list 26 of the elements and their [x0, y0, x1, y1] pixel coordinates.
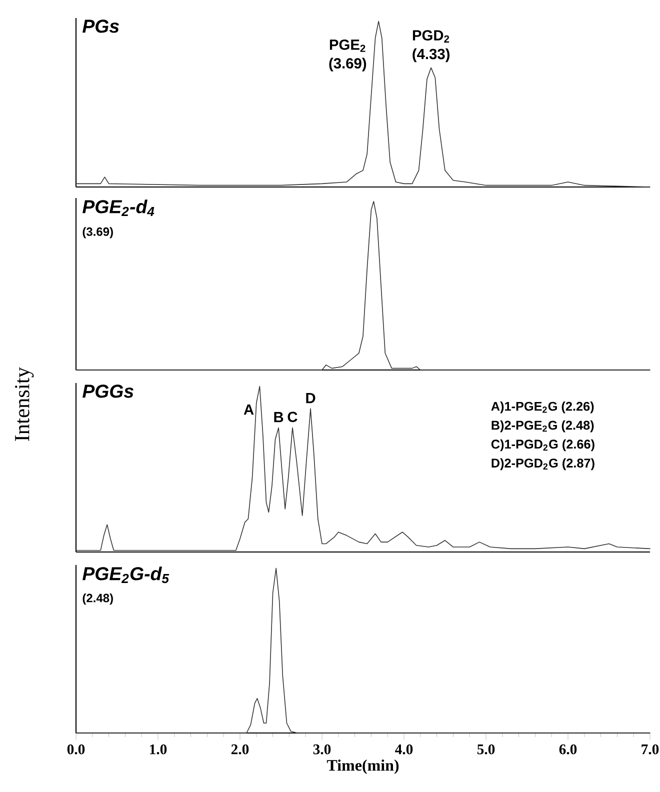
- annotation: C)1-PGD$_{2}$G (2.66): [491, 439, 594, 452]
- x-tick-label: 1.0: [150, 744, 167, 754]
- text: (2.48): [82, 593, 113, 605]
- annotation: D)2-PGD$_{2}$G (2.87): [492, 458, 594, 470]
- x-tick-label: 6.0: [559, 744, 577, 754]
- annotation: PGE$_{2}$ (3.69): [329, 39, 366, 72]
- chart-title: PGE$_{2}$-d$_{4}$: [82, 200, 154, 216]
- annotation: A: [244, 404, 254, 415]
- chart-title: PGE$_{2}$G-d$_{5}$: [82, 566, 170, 584]
- annotation: PGD$_{2}$ (4.33): [412, 30, 450, 62]
- x-tick-label: 3.0: [313, 744, 331, 754]
- x-tick-label: 7.0: [642, 744, 659, 754]
- y-axis-title: Intensity: [14, 367, 34, 441]
- x-tick-label: 0.0: [67, 744, 85, 754]
- annotation: D: [306, 392, 316, 404]
- x-axis-title: Time(min): [326, 759, 399, 774]
- x-tick-label: 4.0: [395, 744, 413, 754]
- text: (3.69): [82, 227, 113, 238]
- chart-title: PGGs: [82, 384, 134, 398]
- x-tick-label: 2.0: [231, 744, 249, 754]
- annotation: B)2-PGE$_{2}$G (2.48): [492, 420, 594, 432]
- chart-title: PGs: [82, 20, 119, 33]
- annotation: A)1-PGE$_{2}$G (2.26): [491, 401, 594, 414]
- annotation: B: [274, 412, 284, 422]
- annotation: C: [288, 412, 298, 422]
- x-tick-label: 5.0: [477, 744, 495, 754]
